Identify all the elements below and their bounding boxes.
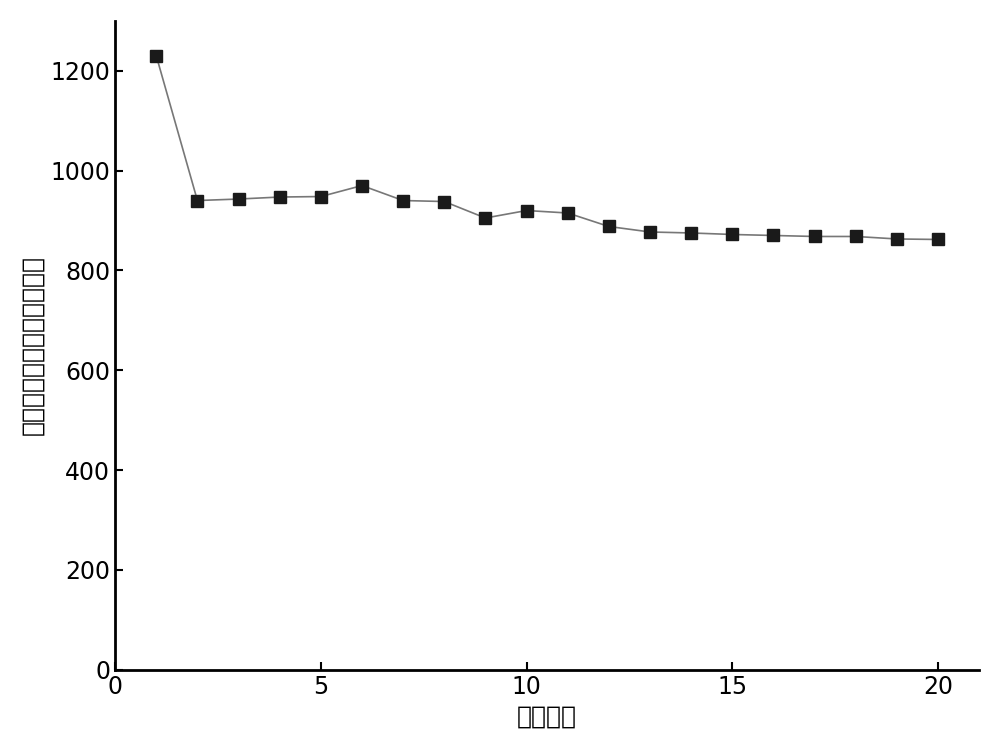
Y-axis label: 放电比容量（毫安时／克）: 放电比容量（毫安时／克）	[21, 255, 45, 435]
X-axis label: 循环次数: 循环次数	[517, 704, 577, 728]
